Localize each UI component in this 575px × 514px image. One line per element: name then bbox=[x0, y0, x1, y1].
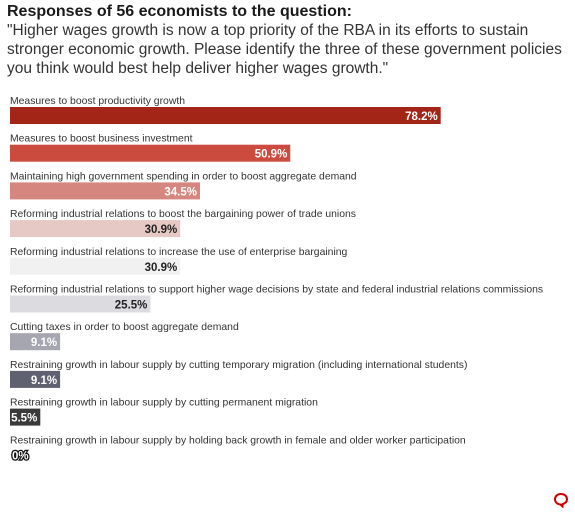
category-label: Measures to boost productivity growth bbox=[10, 96, 185, 107]
bar bbox=[10, 182, 200, 200]
bar bbox=[10, 144, 291, 162]
chat-bubble-logo bbox=[553, 492, 569, 508]
chart-subtitle: "Higher wages growth is now a top priori… bbox=[7, 22, 562, 77]
value-label: 50.9% bbox=[255, 149, 288, 161]
chart-title: Responses of 56 economists to the questi… bbox=[7, 3, 352, 20]
value-label: 25.5% bbox=[115, 300, 148, 312]
value-label: 9.1% bbox=[31, 337, 57, 349]
category-label: Maintaining high government spending in … bbox=[10, 171, 357, 182]
value-label: 30.9% bbox=[145, 224, 178, 236]
bar bbox=[10, 220, 181, 238]
bar bbox=[10, 370, 61, 388]
category-label: Reforming industrial relations to suppor… bbox=[10, 285, 543, 296]
bar bbox=[10, 408, 41, 426]
value-label: 30.9% bbox=[145, 262, 178, 274]
category-label: Cutting taxes in order to boost aggregat… bbox=[10, 322, 239, 333]
category-label: Measures to boost business investment bbox=[10, 134, 193, 145]
bar bbox=[10, 257, 181, 275]
category-label: Reforming industrial relations to boost … bbox=[10, 209, 356, 220]
category-label: Restraining growth in labour supply by h… bbox=[10, 435, 466, 446]
bar bbox=[10, 107, 441, 124]
bar bbox=[10, 295, 151, 313]
value-label: 9.1% bbox=[31, 375, 57, 387]
bar bbox=[10, 333, 61, 351]
value-label: 34.5% bbox=[164, 186, 197, 198]
value-label: 78.2% bbox=[405, 111, 438, 123]
category-label: Restraining growth in labour supply by c… bbox=[10, 398, 318, 409]
category-label: Restraining growth in labour supply by c… bbox=[10, 360, 467, 371]
value-label: 5.5% bbox=[11, 413, 37, 425]
category-label: Reforming industrial relations to increa… bbox=[10, 247, 348, 258]
value-label: 0% bbox=[12, 450, 29, 462]
